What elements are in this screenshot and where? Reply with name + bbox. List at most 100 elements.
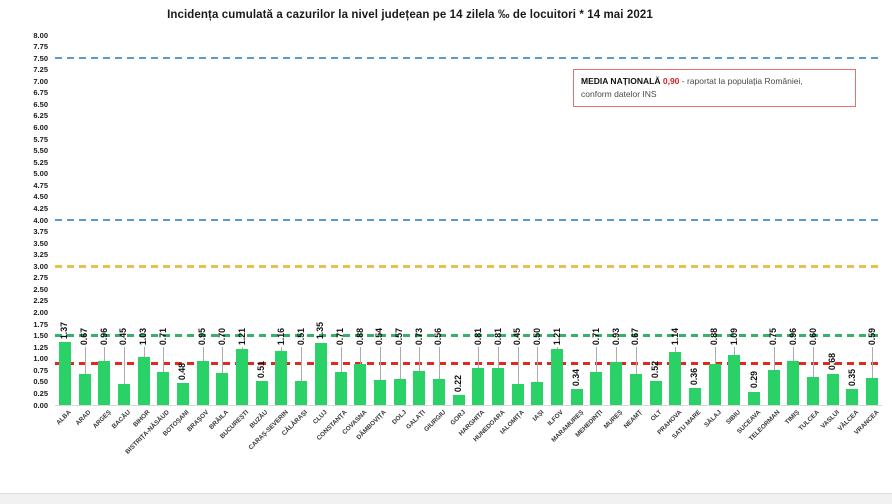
bar-value-label: 0.81	[472, 327, 483, 345]
bar	[216, 372, 229, 405]
label-leader-line	[379, 347, 381, 381]
x-category-label: SĂLAJ	[702, 409, 723, 429]
x-category-label: TIMIȘ	[784, 409, 802, 427]
y-tick-label: 4.25	[33, 203, 48, 213]
y-tick-label: 6.75	[33, 88, 48, 98]
y-tick-label: 1.50	[33, 331, 48, 341]
national-average-label: MEDIA NAȚIONALĂ	[581, 76, 661, 86]
y-tick-label: 0.50	[33, 377, 48, 387]
y-tick-label: 0.25	[33, 388, 48, 398]
bar	[196, 361, 209, 405]
label-leader-line	[419, 347, 421, 372]
bar-value-label: 1.37	[59, 321, 70, 339]
bar	[511, 384, 524, 405]
x-category-label: OLT	[649, 409, 664, 423]
y-tick-label: 3.25	[33, 250, 48, 260]
bar-value-label: 1.21	[236, 327, 247, 345]
label-leader-line	[872, 347, 874, 378]
bar	[807, 377, 820, 405]
y-tick-label: 2.50	[33, 284, 48, 294]
bar	[708, 364, 721, 405]
bar-value-label: 1.21	[551, 327, 562, 345]
label-leader-line	[773, 347, 775, 371]
x-category-label: MUREȘ	[602, 409, 625, 431]
bar	[846, 388, 859, 405]
label-leader-line	[104, 347, 106, 361]
x-category-label: ARGEȘ	[91, 409, 113, 431]
bar-value-label: 0.81	[492, 327, 503, 345]
label-leader-line	[123, 347, 125, 385]
y-tick-label: 3.00	[33, 261, 48, 271]
bar-value-label: 0.70	[216, 327, 227, 345]
bar	[373, 380, 386, 405]
reference-line-3.00	[55, 264, 882, 268]
bar	[314, 342, 327, 405]
y-tick-label: 4.75	[33, 180, 48, 190]
label-leader-line	[537, 347, 539, 382]
bar	[334, 372, 347, 405]
bar	[767, 370, 780, 405]
national-average-note-line1: - raportat la populația României,	[681, 76, 803, 86]
y-tick-label: 2.25	[33, 296, 48, 306]
bar	[255, 381, 268, 405]
bar	[866, 377, 879, 405]
bar-value-label: 0.51	[295, 327, 306, 345]
bar-value-label: 0.52	[650, 360, 661, 378]
label-leader-line	[635, 347, 637, 374]
national-average-note-line2: conform datelor INS	[581, 89, 657, 100]
bar	[275, 351, 288, 405]
bar-value-label: 0.57	[394, 327, 405, 345]
label-leader-line	[84, 347, 86, 374]
bar	[826, 373, 839, 405]
bar-value-label: 0.35	[846, 368, 857, 386]
y-tick-label: 5.75	[33, 134, 48, 144]
label-leader-line	[202, 347, 204, 362]
bar-value-label: 0.50	[531, 327, 542, 345]
x-category-label: IAȘI	[531, 409, 546, 423]
label-leader-line	[360, 347, 362, 365]
x-category-label: ILFOV	[546, 409, 566, 428]
bar	[688, 388, 701, 405]
bar-value-label: 0.36	[689, 368, 700, 386]
bar	[629, 374, 642, 405]
label-leader-line	[813, 347, 815, 378]
label-leader-line	[675, 347, 677, 353]
label-leader-line	[163, 347, 165, 373]
bar	[472, 367, 485, 405]
y-tick-label: 4.00	[33, 215, 48, 225]
national-average-value: 0,90	[662, 76, 680, 86]
bar-value-label: 0.96	[98, 327, 109, 345]
bar-value-label: 0.68	[827, 353, 838, 371]
bar-value-label: 0.88	[354, 327, 365, 345]
label-leader-line	[498, 347, 500, 368]
bar	[610, 361, 623, 405]
label-leader-line	[281, 347, 283, 352]
y-tick-label: 2.00	[33, 308, 48, 317]
y-tick-label: 4.50	[33, 192, 48, 202]
bar	[748, 391, 760, 405]
label-leader-line	[222, 347, 224, 373]
bar	[98, 360, 111, 405]
bar-value-label: 0.48	[177, 362, 188, 380]
label-leader-line	[793, 347, 795, 361]
bar	[236, 349, 249, 405]
bar-value-label: 0.71	[590, 327, 601, 345]
bar	[787, 360, 800, 405]
x-category-label: ALBA	[55, 409, 73, 427]
y-tick-label: 7.25	[33, 65, 48, 75]
y-tick-label: 5.00	[33, 169, 48, 179]
reference-line-4.00	[55, 218, 882, 222]
bar-value-label: 0.73	[413, 327, 424, 345]
label-leader-line	[301, 347, 303, 382]
bar-value-label: 0.45	[512, 327, 523, 345]
bar	[531, 381, 544, 405]
bar	[78, 374, 91, 405]
label-leader-line	[143, 347, 145, 358]
bar	[551, 349, 564, 405]
national-average-callout: MEDIA NAȚIONALĂ 0,90 - raportat la popul…	[573, 69, 856, 108]
bar-value-label: 1.35	[315, 322, 326, 340]
reference-line-0.90	[55, 361, 882, 366]
bar-value-label: 0.22	[453, 374, 464, 392]
bar-value-label: 0.51	[256, 361, 267, 379]
bar	[137, 357, 150, 405]
